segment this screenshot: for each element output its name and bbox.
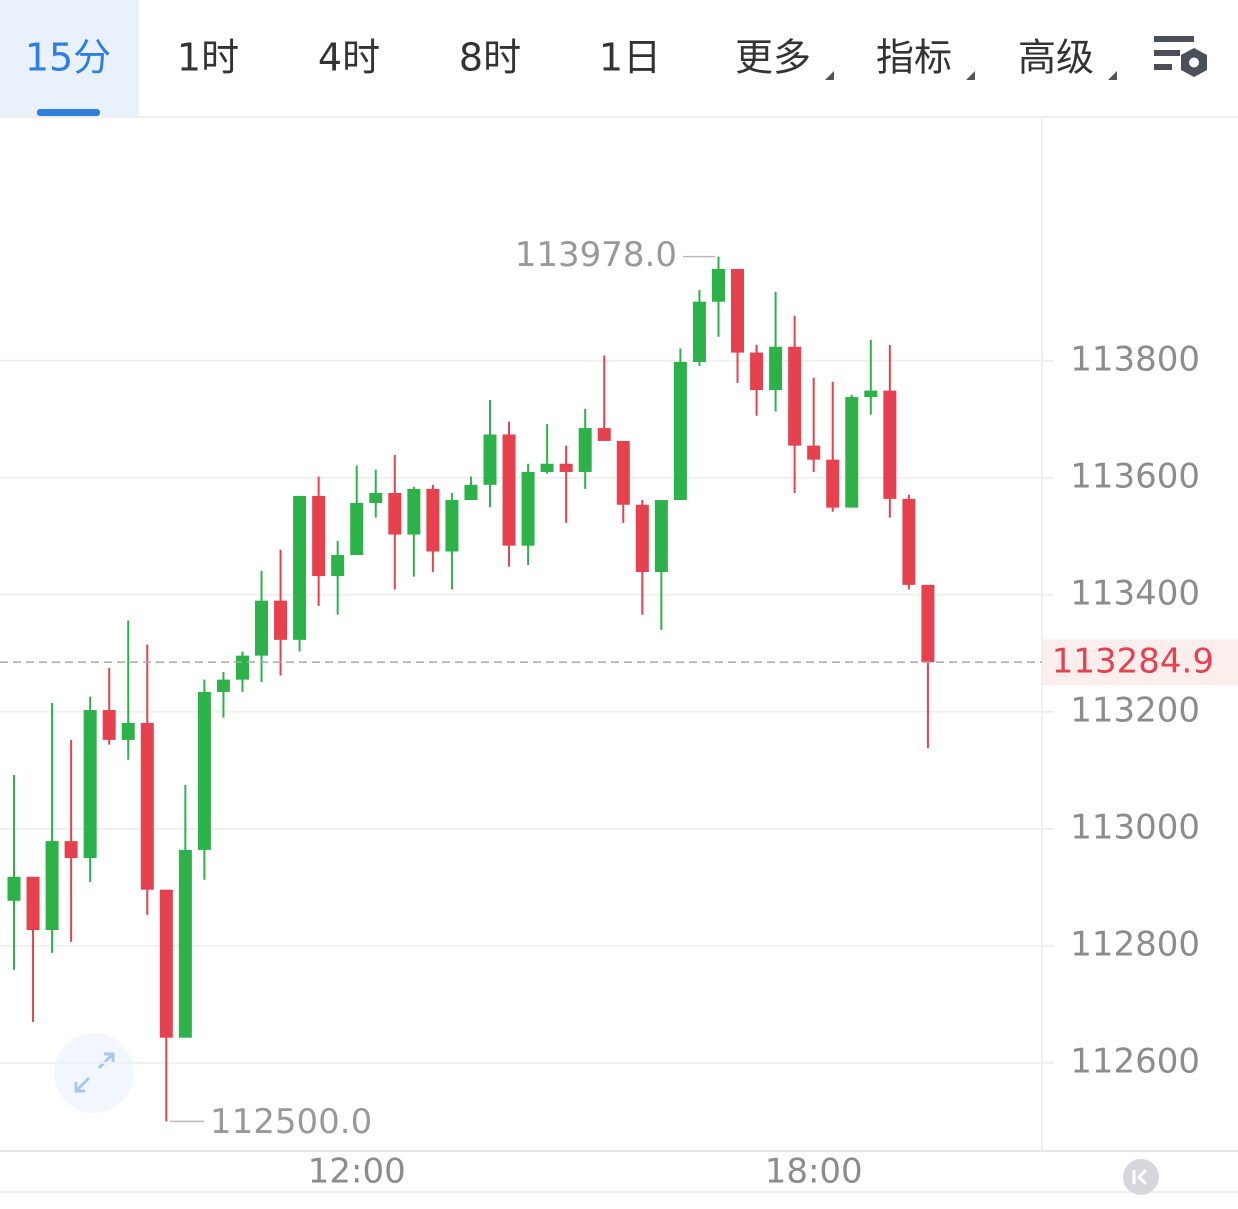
min-marker-label: 112500.0: [210, 1102, 372, 1142]
candle-body: [502, 434, 516, 546]
active-tab-bg: [0, 0, 139, 116]
candle-body: [635, 504, 649, 572]
candle-body: [121, 722, 135, 740]
y-tick-label: 112600: [1070, 1041, 1200, 1081]
candle-body: [483, 434, 497, 485]
candle-body: [45, 841, 59, 931]
candle-body: [445, 500, 459, 552]
candle-body: [731, 268, 745, 353]
candle-body: [540, 463, 554, 472]
candle-body: [197, 691, 211, 850]
candle-body: [64, 841, 78, 859]
candle-body: [902, 498, 916, 585]
candle-body: [235, 655, 249, 680]
tab[interactable]: 高级: [1018, 36, 1094, 80]
candle-body: [521, 471, 535, 546]
candle-body: [597, 428, 611, 441]
candle-body: [578, 428, 592, 472]
candle-body: [83, 710, 97, 859]
tab[interactable]: 15分: [25, 36, 111, 80]
candle-body: [559, 463, 573, 472]
max-marker-label: 113978.0: [515, 235, 677, 275]
y-tick-label: 113400: [1070, 573, 1200, 613]
dropdown-arrows: [825, 71, 1117, 80]
last-price-label: 113284.9: [1052, 642, 1214, 682]
y-tick-label: 113600: [1070, 456, 1200, 496]
tab[interactable]: 1日: [599, 36, 661, 80]
settings-icon[interactable]: [1154, 36, 1207, 77]
tab[interactable]: 1时: [177, 36, 239, 80]
candle-body: [826, 459, 840, 508]
candle-body: [673, 361, 687, 501]
candle-body: [616, 440, 630, 505]
candle-body: [26, 876, 40, 931]
candle-body: [807, 445, 821, 460]
candle-body: [216, 679, 230, 692]
expand-button[interactable]: [54, 1033, 134, 1113]
y-tick-label: 113200: [1070, 690, 1200, 730]
candle-body: [369, 493, 383, 503]
candle-body: [750, 352, 764, 391]
x-tick-label: 12:00: [308, 1152, 406, 1192]
last-price-box: [1043, 639, 1238, 686]
x-tick-label: 18:00: [765, 1152, 863, 1192]
candle-body: [159, 889, 173, 1038]
candle-body: [883, 390, 897, 499]
candle-body: [654, 500, 668, 572]
candle-body: [102, 710, 116, 740]
scroll-end-button[interactable]: [1123, 1159, 1159, 1195]
candle-body: [407, 488, 421, 535]
candle-body: [274, 600, 288, 640]
candle-body: [769, 346, 783, 391]
candle-body: [692, 301, 706, 362]
candle-body: [312, 495, 326, 577]
candle-body: [293, 495, 307, 640]
candle-body: [178, 849, 192, 1038]
candle-body: [350, 502, 364, 556]
y-tick-label: 113800: [1070, 339, 1200, 379]
candle-body: [864, 390, 878, 398]
tab[interactable]: 8时: [459, 36, 521, 80]
candle-body: [255, 600, 269, 656]
tab[interactable]: 指标: [876, 36, 952, 80]
y-tick-label: 112800: [1070, 924, 1200, 964]
candle-body: [711, 268, 725, 302]
candle-body: [845, 397, 859, 508]
tab[interactable]: 4时: [318, 36, 380, 80]
candle-body: [388, 493, 402, 535]
candle-body: [464, 484, 478, 501]
candle-body: [921, 584, 935, 663]
active-tab-underline: [37, 109, 100, 116]
candle-body: [331, 555, 345, 577]
candle-body: [426, 488, 440, 552]
candle-body: [140, 722, 154, 890]
tab[interactable]: 更多: [735, 36, 811, 80]
candle-body: [7, 876, 21, 901]
candle-body: [788, 346, 802, 446]
y-tick-label: 113000: [1070, 807, 1200, 847]
